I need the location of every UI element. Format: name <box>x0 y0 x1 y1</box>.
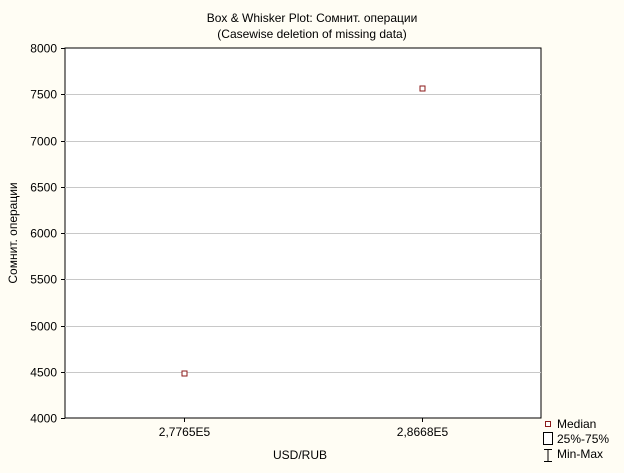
y-tick-label: 5000 <box>30 320 57 334</box>
legend-median-marker <box>545 421 551 427</box>
y-tick-label: 5500 <box>30 273 57 287</box>
grid-lines <box>65 94 541 373</box>
median-marker <box>181 370 188 377</box>
x-tick-label: 2,7765E5 <box>159 425 211 439</box>
y-tick-label: 7000 <box>30 135 57 149</box>
x-axis-label: USD/RUB <box>273 448 327 462</box>
y-tick-label: 6500 <box>30 181 57 195</box>
x-axis-ticks: 2,7765E5 2,8668E5 <box>159 418 449 439</box>
y-tick-label: 4000 <box>30 412 57 426</box>
median-marker <box>419 85 426 92</box>
y-axis-label: Сомнит. операции <box>6 182 20 283</box>
x-tick-label: 2,8668E5 <box>397 425 449 439</box>
legend-whisker-marker <box>544 449 552 462</box>
legend-box-marker <box>543 432 553 445</box>
y-tick-label: 4500 <box>30 366 57 380</box>
chart-title: Box & Whisker Plot: Сомнит. операции <box>207 11 418 25</box>
chart-marks <box>181 85 426 377</box>
legend-quartile-label: 25%-75% <box>557 432 609 446</box>
y-axis-ticks: 4000 4500 5000 5500 6000 6500 7000 7500 8000 <box>30 42 65 426</box>
legend-minmax-label: Min-Max <box>557 447 603 461</box>
legend-median-label: Median <box>557 417 596 431</box>
y-tick-label: 7500 <box>30 88 57 102</box>
y-tick-label: 6000 <box>30 227 57 241</box>
chart-subtitle: (Casewise deletion of missing data) <box>217 27 406 41</box>
legend: Median 25%-75% Min-Max <box>543 417 609 462</box>
y-tick-label: 8000 <box>30 42 57 56</box>
